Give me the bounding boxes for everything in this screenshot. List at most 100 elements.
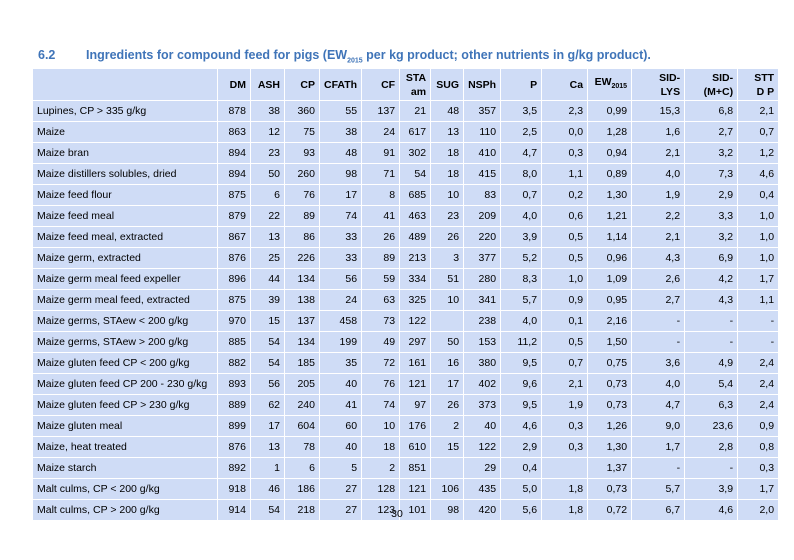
row-label: Maize bran bbox=[32, 142, 218, 164]
cell: 39 bbox=[250, 289, 285, 311]
row-label: Lupines, CP > 335 g/kg bbox=[32, 100, 218, 122]
cell: 4,3 bbox=[684, 289, 739, 311]
row-label: Maize, heat treated bbox=[32, 436, 218, 458]
cell: 2,1 bbox=[631, 142, 686, 164]
cell: 2,9 bbox=[684, 184, 739, 206]
column-header: STA am bbox=[399, 68, 432, 101]
cell: 1,9 bbox=[541, 394, 589, 416]
cell: 128 bbox=[361, 478, 401, 500]
cell: 2,3 bbox=[541, 100, 589, 122]
cell: 50 bbox=[430, 331, 465, 353]
cell: 1 bbox=[250, 457, 285, 479]
cell: 8,3 bbox=[500, 268, 543, 290]
cell: - bbox=[684, 310, 739, 332]
cell: 0,4 bbox=[737, 184, 780, 206]
data-row: Maize distillers solubles, dried 894 50 260… bbox=[32, 163, 780, 185]
cell: 5,7 bbox=[631, 478, 686, 500]
corner-cell bbox=[32, 68, 218, 101]
nutrient-table: DM ASH CP CFATh CF STA am SUG NSPh P Ca EW2015 SID- L… bbox=[32, 68, 780, 521]
cell: 341 bbox=[463, 289, 502, 311]
row-label: Maize germ meal feed, extracted bbox=[32, 289, 218, 311]
cell: 894 bbox=[217, 163, 251, 185]
cell: 0,3 bbox=[541, 415, 589, 437]
cell: 1,1 bbox=[737, 289, 780, 311]
cell: 89 bbox=[284, 205, 320, 227]
data-row: Lupines, CP > 335 g/kg 878 38 360 55 137 21 48 3… bbox=[32, 100, 780, 122]
cell: - bbox=[631, 457, 686, 479]
cell: 137 bbox=[284, 310, 320, 332]
cell: 402 bbox=[463, 373, 502, 395]
cell: 56 bbox=[250, 373, 285, 395]
cell: 97 bbox=[399, 394, 432, 416]
row-label: Maize germs, STAew > 200 g/kg bbox=[32, 331, 218, 353]
cell: 60 bbox=[318, 415, 363, 437]
cell: 27 bbox=[318, 499, 363, 521]
cell: 220 bbox=[463, 226, 502, 248]
cell: 54 bbox=[250, 352, 285, 374]
cell: 4,0 bbox=[500, 310, 543, 332]
cell: 15 bbox=[430, 436, 465, 458]
cell: 882 bbox=[217, 352, 251, 374]
column-header: CFATh bbox=[318, 68, 363, 101]
cell: 1,8 bbox=[541, 478, 589, 500]
cell: 26 bbox=[430, 394, 465, 416]
cell: 685 bbox=[399, 184, 432, 206]
cell: 2,7 bbox=[684, 121, 739, 143]
cell: 5,2 bbox=[500, 247, 543, 269]
cell: 56 bbox=[318, 268, 363, 290]
cell: 18 bbox=[361, 436, 401, 458]
cell: 17 bbox=[318, 184, 363, 206]
cell: 4,6 bbox=[684, 499, 739, 521]
cell: 9,5 bbox=[500, 394, 543, 416]
cell: 1,6 bbox=[631, 121, 686, 143]
cell: 617 bbox=[399, 121, 432, 143]
data-row: Maize starch 892 1 6 5 2 851 29 0,4 1,37- -0,3 bbox=[32, 457, 780, 479]
data-row: Maize 863 12 75 38 24 617 13 110 2,5 0,0 1,28 1,6 2,7… bbox=[32, 121, 780, 143]
cell: 10 bbox=[430, 184, 465, 206]
cell: 218 bbox=[284, 499, 320, 521]
header-line: STT bbox=[754, 71, 775, 84]
cell: 0,4 bbox=[500, 457, 543, 479]
cell: 8,0 bbox=[500, 163, 543, 185]
cell: 260 bbox=[284, 163, 320, 185]
cell: 1,0 bbox=[737, 247, 780, 269]
header-line: EW bbox=[594, 75, 612, 88]
cell: 6,9 bbox=[684, 247, 739, 269]
cell: 0,72 bbox=[587, 499, 633, 521]
cell: 123 bbox=[361, 499, 401, 521]
row-label: Maize gluten meal bbox=[32, 415, 218, 437]
cell: 4,0 bbox=[631, 373, 686, 395]
cell: 40 bbox=[463, 415, 502, 437]
cell: 2,2 bbox=[631, 205, 686, 227]
cell: 0,2 bbox=[541, 184, 589, 206]
cell: 122 bbox=[399, 310, 432, 332]
cell: 74 bbox=[318, 205, 363, 227]
row-label: Maize germ, extracted bbox=[32, 247, 218, 269]
data-row: Maize feed meal 879 22 89 74 41 463 23 209 4,0 0,6… bbox=[32, 205, 780, 227]
cell: 10 bbox=[430, 289, 465, 311]
cell: 463 bbox=[399, 205, 432, 227]
cell: 878 bbox=[217, 100, 251, 122]
cell: 0,73 bbox=[587, 373, 633, 395]
data-row: Maize gluten meal 899 17 604 60 10 176 2 40 4,6 0,… bbox=[32, 415, 780, 437]
cell: 51 bbox=[430, 268, 465, 290]
header-line: ASH bbox=[257, 78, 280, 91]
cell: 49 bbox=[361, 331, 401, 353]
data-row: Maize germs, STAew > 200 g/kg 885 54 134 199… bbox=[32, 331, 780, 353]
title-subscript: 2015 bbox=[347, 57, 363, 65]
column-header: STT D P bbox=[737, 68, 780, 101]
cell: 1,1 bbox=[541, 163, 589, 185]
header-line: SID- bbox=[712, 71, 734, 84]
cell: 134 bbox=[284, 331, 320, 353]
cell: 435 bbox=[463, 478, 502, 500]
cell: 48 bbox=[318, 142, 363, 164]
cell: 17 bbox=[430, 373, 465, 395]
cell: 415 bbox=[463, 163, 502, 185]
cell: 161 bbox=[399, 352, 432, 374]
cell: 5,6 bbox=[500, 499, 543, 521]
cell: 0,9 bbox=[737, 415, 780, 437]
cell: 2 bbox=[361, 457, 401, 479]
cell: 0,5 bbox=[541, 226, 589, 248]
cell: 24 bbox=[318, 289, 363, 311]
cell: 18 bbox=[430, 163, 465, 185]
